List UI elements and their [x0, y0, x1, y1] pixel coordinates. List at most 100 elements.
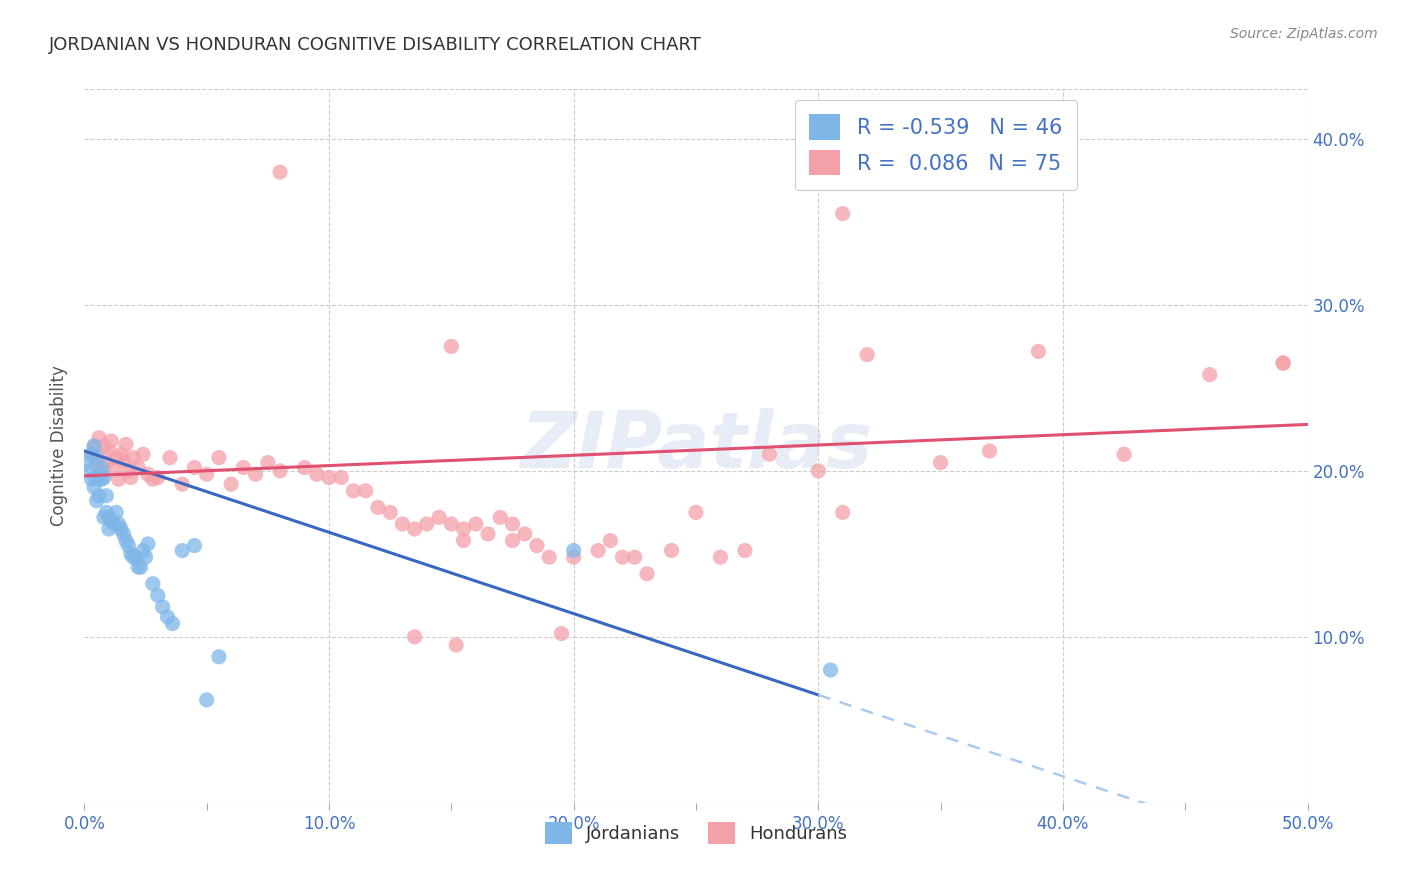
Point	[305, 467, 328, 482]
Point	[526, 539, 548, 553]
Point	[330, 470, 353, 484]
Point	[93, 470, 115, 484]
Point	[550, 626, 572, 640]
Point	[115, 533, 138, 548]
Point	[172, 543, 194, 558]
Point	[93, 510, 115, 524]
Point	[172, 477, 194, 491]
Point	[107, 516, 129, 531]
Point	[129, 560, 152, 574]
Point	[269, 464, 291, 478]
Point	[562, 550, 585, 565]
Legend: Jordanians, Hondurans: Jordanians, Hondurans	[537, 814, 855, 851]
Point	[183, 460, 205, 475]
Point	[1272, 356, 1295, 370]
Point	[76, 456, 98, 470]
Point	[979, 444, 1001, 458]
Point	[453, 533, 475, 548]
Point	[367, 500, 389, 515]
Point	[1114, 447, 1136, 461]
Point	[112, 454, 135, 468]
Point	[562, 543, 585, 558]
Point	[105, 450, 128, 465]
Point	[538, 550, 561, 565]
Point	[110, 447, 132, 461]
Point	[127, 560, 149, 574]
Point	[162, 616, 184, 631]
Point	[97, 510, 120, 524]
Point	[86, 493, 108, 508]
Point	[115, 437, 138, 451]
Point	[416, 516, 439, 531]
Point	[80, 447, 103, 461]
Point	[120, 470, 142, 484]
Point	[86, 472, 108, 486]
Point	[599, 533, 621, 548]
Point	[83, 439, 105, 453]
Point	[142, 576, 165, 591]
Point	[294, 460, 316, 475]
Point	[404, 630, 426, 644]
Point	[87, 431, 110, 445]
Point	[318, 470, 340, 484]
Point	[97, 522, 120, 536]
Point	[136, 467, 159, 482]
Point	[103, 516, 125, 531]
Point	[502, 533, 524, 548]
Text: Source: ZipAtlas.com: Source: ZipAtlas.com	[1230, 27, 1378, 41]
Point	[208, 450, 231, 465]
Point	[100, 514, 122, 528]
Point	[208, 649, 231, 664]
Point	[636, 566, 658, 581]
Point	[709, 550, 731, 565]
Y-axis label: Cognitive Disability: Cognitive Disability	[51, 366, 69, 526]
Text: ZIPatlas: ZIPatlas	[520, 408, 872, 484]
Point	[219, 477, 242, 491]
Point	[122, 450, 145, 465]
Point	[135, 550, 157, 565]
Point	[440, 516, 463, 531]
Point	[513, 527, 536, 541]
Point	[97, 444, 120, 458]
Point	[100, 434, 122, 448]
Point	[146, 588, 169, 602]
Point	[257, 456, 280, 470]
Point	[831, 505, 853, 519]
Point	[112, 527, 135, 541]
Point	[142, 472, 165, 486]
Point	[86, 450, 108, 465]
Point	[453, 522, 475, 536]
Point	[427, 510, 450, 524]
Point	[807, 464, 830, 478]
Point	[856, 348, 879, 362]
Point	[831, 207, 853, 221]
Point	[734, 543, 756, 558]
Point	[136, 537, 159, 551]
Point	[391, 516, 413, 531]
Point	[90, 460, 112, 475]
Point	[661, 543, 683, 558]
Point	[80, 447, 103, 461]
Point	[489, 510, 512, 524]
Point	[464, 516, 486, 531]
Point	[586, 543, 609, 558]
Point	[127, 460, 149, 475]
Point	[125, 550, 148, 565]
Point	[120, 547, 142, 561]
Point	[612, 550, 634, 565]
Point	[105, 505, 128, 519]
Point	[440, 339, 463, 353]
Point	[80, 472, 103, 486]
Point	[929, 456, 952, 470]
Point	[93, 439, 115, 453]
Point	[132, 543, 155, 558]
Point	[146, 470, 169, 484]
Point	[1272, 356, 1295, 370]
Point	[380, 505, 402, 519]
Point	[122, 550, 145, 565]
Point	[477, 527, 499, 541]
Point	[107, 472, 129, 486]
Point	[232, 460, 254, 475]
Point	[195, 693, 218, 707]
Point	[117, 464, 139, 478]
